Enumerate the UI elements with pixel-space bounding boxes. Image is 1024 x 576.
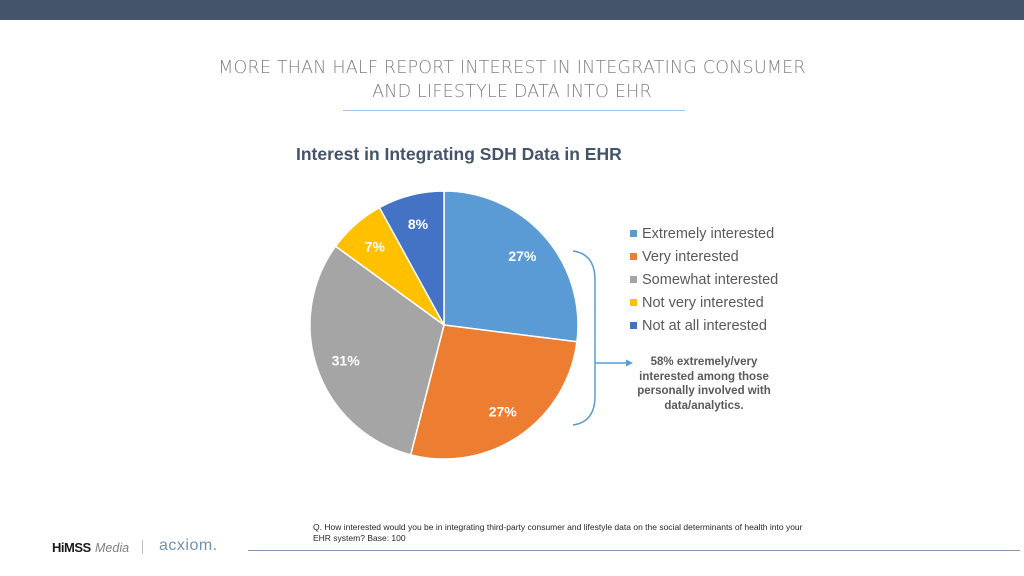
top-banner [0, 0, 1024, 20]
data-label-extremely-interested: 27% [508, 248, 537, 264]
himss-logo: HiMSS [52, 540, 91, 555]
pie-slice-very-interested [409, 324, 578, 460]
legend-item-very-interested: Very interested [630, 245, 778, 268]
survey-question-note: Q. How interested would you be in integr… [313, 522, 803, 543]
data-label-not-very-interested: 7% [365, 239, 386, 255]
slide-title-line1: MORE THAN HALF REPORT INTEREST IN INTEGR… [218, 58, 806, 78]
data-label-somewhat-interested: 31% [332, 352, 361, 368]
legend-item-extremely-interested: Extremely interested [630, 222, 778, 245]
pie-slice-extremely-interested [443, 190, 579, 343]
legend-label: Not at all interested [642, 317, 767, 334]
legend-swatch [630, 299, 637, 306]
slide-title-line2: AND LIFESTYLE DATA INTO EHR [372, 82, 652, 102]
bracket-annotation [572, 250, 596, 426]
acxiom-logo: acxiom. [159, 537, 218, 554]
chart-legend: Extremely interested Very interested Som… [630, 222, 778, 337]
data-label-not-at-all-interested: 8% [408, 216, 429, 232]
legend-label: Not very interested [642, 294, 764, 311]
legend-swatch [630, 253, 637, 260]
legend-label: Extremely interested [642, 225, 775, 242]
legend-item-not-very-interested: Not very interested [630, 291, 778, 314]
callout-arrowhead [626, 359, 633, 367]
legend-item-not-at-all-interested: Not at all interested [630, 314, 778, 337]
legend-swatch [630, 230, 637, 237]
pie-slices [309, 190, 579, 460]
title-underline [343, 110, 685, 111]
pie-slice-not-at-all-interested [378, 190, 445, 326]
pie-data-labels: 27% 27% 31% 7% 8% [332, 216, 537, 420]
legend-swatch [630, 276, 637, 283]
legend-label: Very interested [642, 248, 739, 265]
himss-media-logo-text: Media [95, 541, 130, 555]
legend-item-somewhat-interested: Somewhat interested [630, 268, 778, 291]
footer-divider [248, 550, 1020, 551]
chart-title: Interest in Integrating SDH Data in EHR [296, 144, 622, 164]
legend-label: Somewhat interested [642, 271, 779, 288]
logo-separator [142, 540, 143, 554]
callout-text: 58% extremely/very interested among thos… [637, 356, 771, 412]
pie-slice-somewhat-interested [309, 245, 445, 456]
data-label-very-interested: 27% [489, 403, 518, 419]
slide-title: MORE THAN HALF REPORT INTEREST IN INTEGR… [160, 56, 864, 104]
legend-swatch [630, 322, 637, 329]
